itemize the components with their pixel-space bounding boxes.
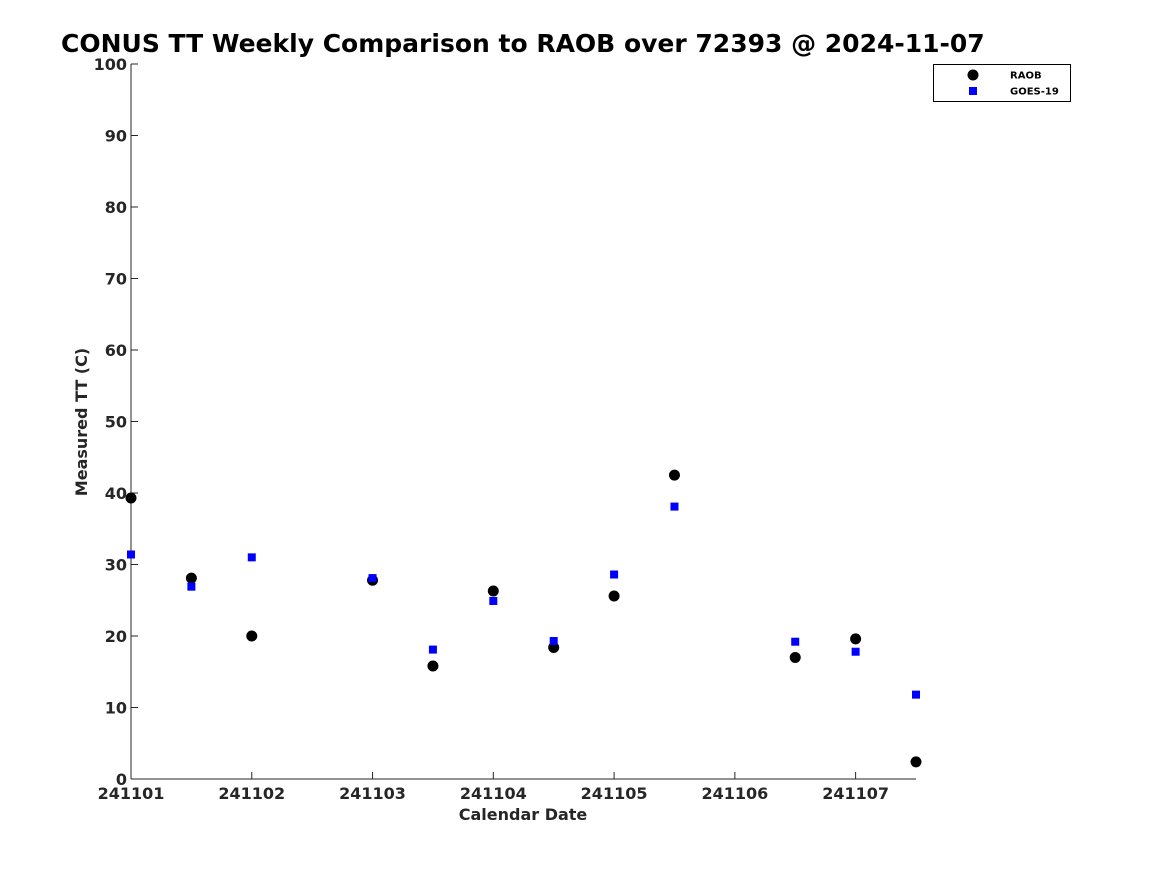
- x-axis-label: Calendar Date: [459, 805, 588, 824]
- y-tick-label: 0: [116, 770, 127, 789]
- y-tick-label: 50: [105, 413, 127, 432]
- legend-label-goes19: GOES-19: [1010, 87, 1059, 98]
- y-tick-label: 90: [105, 127, 127, 146]
- point-goes19: [368, 574, 377, 583]
- point-goes19: [187, 582, 196, 591]
- series-layer: [125, 469, 922, 768]
- point-raob: [246, 630, 258, 642]
- y-tick-label: 20: [105, 627, 127, 646]
- point-goes19: [610, 570, 619, 579]
- point-goes19: [428, 645, 437, 654]
- point-raob: [185, 572, 197, 584]
- point-goes19: [912, 690, 920, 699]
- x-tick-label: 241102: [218, 784, 285, 803]
- point-goes19: [247, 553, 256, 562]
- point-raob: [125, 492, 137, 504]
- y-tick-label: 10: [105, 699, 127, 718]
- point-raob: [487, 585, 499, 597]
- y-ticks: 0 10 20 30 40 50 60 70 80 90 100: [94, 55, 138, 789]
- y-tick-label: 60: [105, 341, 127, 360]
- legend: RAOB GOES-19: [933, 64, 1071, 102]
- y-tick-label: 70: [105, 270, 127, 289]
- x-tick-label: 241105: [581, 784, 648, 803]
- point-raob: [668, 469, 680, 481]
- x-tick-label: 241107: [822, 784, 889, 803]
- point-goes19: [127, 550, 135, 559]
- point-goes19: [549, 637, 558, 646]
- y-tick-label: 40: [105, 484, 127, 503]
- legend-label-raob: RAOB: [1010, 71, 1042, 82]
- y-axis-label: Measured TT (C): [72, 348, 91, 496]
- point-goes19: [791, 637, 800, 646]
- plot-area: [130, 64, 916, 780]
- x-tick-label: 241104: [460, 784, 527, 803]
- legend-marker-raob: [967, 69, 979, 81]
- point-raob: [850, 633, 862, 645]
- point-raob: [608, 590, 620, 602]
- legend-box: [933, 64, 1071, 102]
- x-tick-label: 241103: [339, 784, 406, 803]
- x-tick-label: 241101: [98, 784, 165, 803]
- point-goes19: [851, 647, 860, 656]
- chart-title: CONUS TT Weekly Comparison to RAOB over …: [61, 29, 985, 58]
- x-tick-label: 241106: [701, 784, 768, 803]
- y-tick-label: 80: [105, 198, 127, 217]
- legend-marker-goes19: [969, 87, 977, 95]
- point-goes19: [670, 502, 679, 511]
- point-raob: [910, 756, 922, 768]
- point-raob: [427, 660, 439, 672]
- point-goes19: [489, 596, 498, 605]
- point-raob: [789, 651, 801, 663]
- y-tick-label: 100: [94, 55, 127, 74]
- x-ticks: 241101 241102 241103 241104 241105 241106 2411…: [98, 772, 889, 803]
- y-tick-label: 30: [105, 556, 127, 575]
